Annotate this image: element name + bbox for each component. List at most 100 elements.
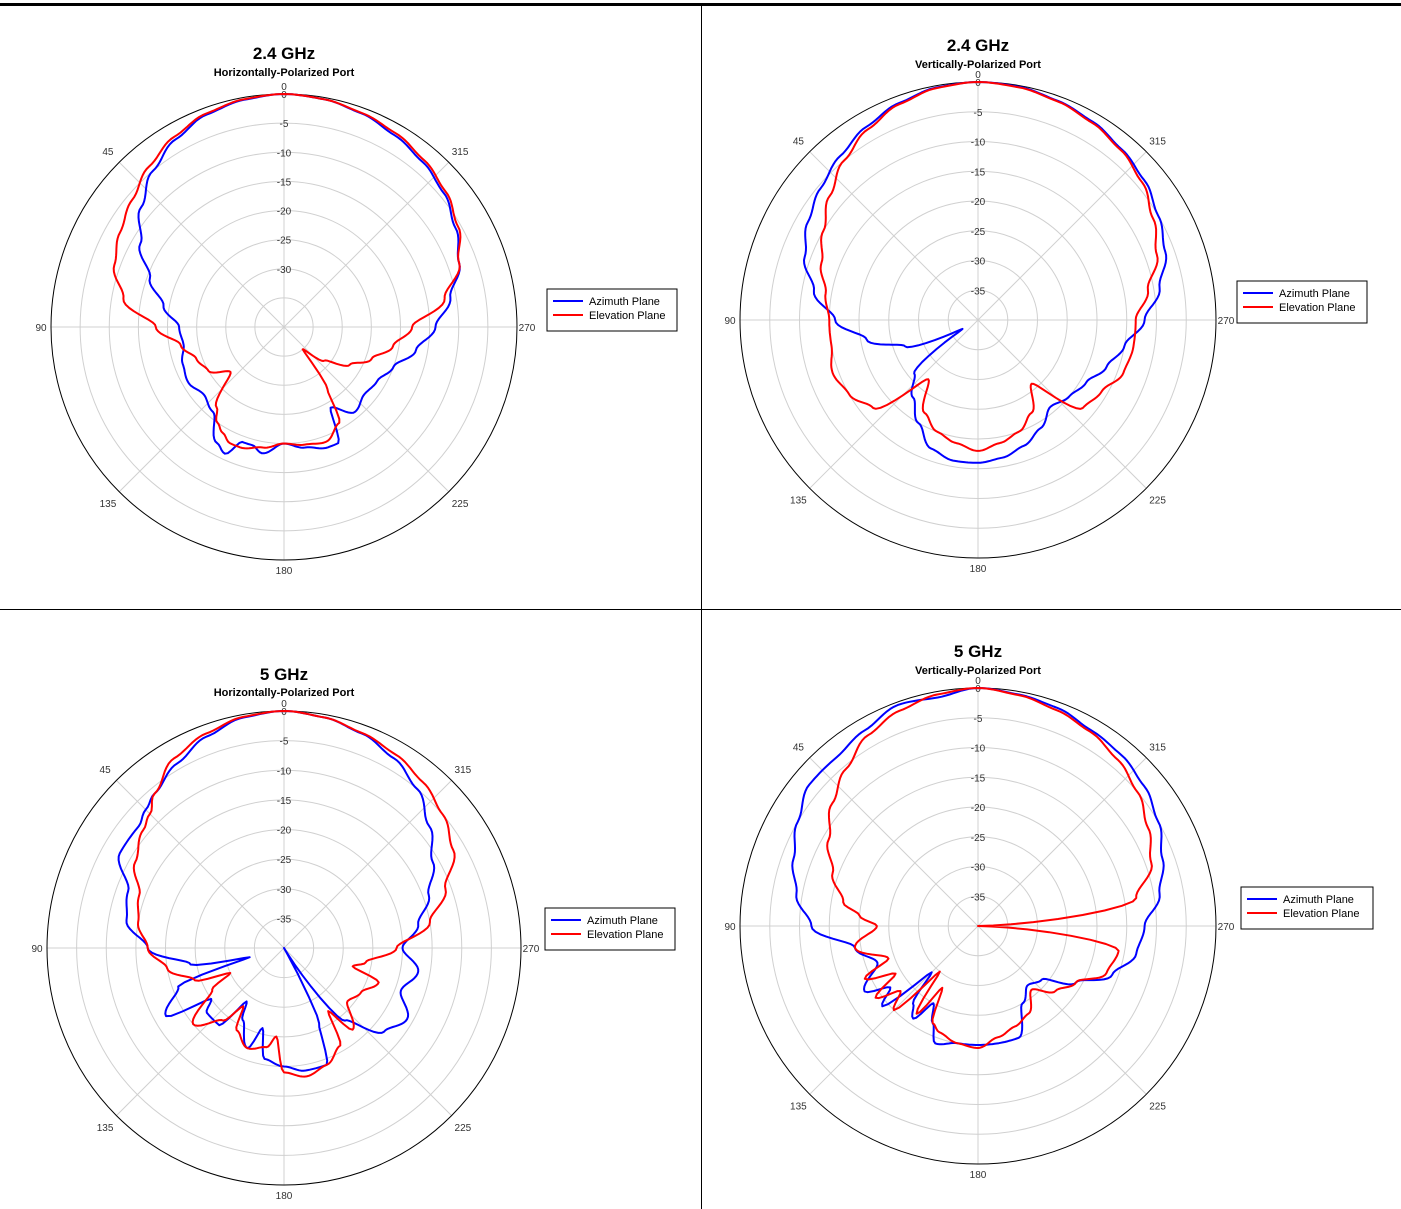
radial-tick-label: -30	[277, 265, 292, 276]
radial-tick-label: 0	[975, 684, 981, 695]
angle-label: 0	[975, 676, 981, 687]
chart-subtitle: Vertically-Polarized Port	[915, 59, 1041, 71]
legend: Azimuth Plane Elevation Plane	[1236, 280, 1368, 324]
chart-subtitle: Horizontally-Polarized Port	[214, 67, 355, 79]
legend-label-elevation: Elevation Plane	[1283, 908, 1359, 920]
radial-tick-label: -15	[971, 167, 986, 178]
angle-label: 45	[100, 765, 112, 776]
angle-label: 0	[281, 82, 287, 93]
radial-tick-label: -10	[971, 138, 986, 149]
angle-label: 180	[276, 1191, 293, 1202]
grid-spoke	[283, 947, 452, 1116]
legend: Azimuth Plane Elevation Plane	[544, 907, 676, 951]
radial-tick-label: -5	[974, 714, 983, 725]
grid-spoke	[116, 780, 285, 949]
chart-subtitle: Horizontally-Polarized Port	[214, 687, 355, 699]
polar-chart-2-4ghz-horizontal: 2.4 GHz Horizontally-Polarized Port 0 -5 -10…	[35, 44, 678, 577]
chart-title: 5 GHz	[260, 665, 308, 684]
legend-box	[544, 907, 676, 951]
legend-label-azimuth: Azimuth Plane	[1279, 288, 1350, 300]
radial-tick-label: -15	[277, 796, 292, 807]
angle-label: 315	[1149, 742, 1166, 753]
angle-label: 225	[452, 499, 469, 510]
legend-box	[546, 288, 678, 332]
legend-box	[1240, 886, 1374, 930]
chart-title: 2.4 GHz	[253, 44, 315, 63]
angle-label: 0	[281, 699, 287, 710]
radial-tick-label: -25	[277, 236, 292, 247]
angle-label: 90	[35, 323, 47, 334]
angle-label: 45	[793, 742, 805, 753]
radial-tick-label: -20	[277, 207, 292, 218]
radial-tick-label: -20	[971, 197, 986, 208]
radial-tick-label: -35	[277, 914, 292, 925]
angle-label: 270	[523, 944, 540, 955]
grid-spoke	[283, 161, 450, 328]
radial-tick-label: -20	[971, 803, 986, 814]
grid-spoke	[977, 757, 1147, 927]
radial-tick-label: -25	[971, 227, 986, 238]
legend-label-azimuth: Azimuth Plane	[587, 915, 658, 927]
radial-tick-label: -35	[971, 892, 986, 903]
chart-title: 2.4 GHz	[947, 36, 1009, 55]
grid-spoke	[116, 947, 285, 1116]
angle-label: 0	[975, 70, 981, 81]
angle-label: 225	[455, 1123, 472, 1134]
radial-tick-label: -30	[971, 863, 986, 874]
angle-label: 270	[1218, 922, 1235, 933]
elevation-plane-curve	[132, 710, 456, 1078]
angle-label: 90	[724, 316, 736, 327]
radial-tick-label: 0	[281, 90, 287, 101]
radial-tick-label: -10	[277, 148, 292, 159]
angle-label: 135	[790, 496, 807, 507]
legend: Azimuth Plane Elevation Plane	[546, 288, 678, 332]
chart-subtitle: Vertically-Polarized Port	[915, 665, 1041, 677]
legend-label-elevation: Elevation Plane	[1279, 302, 1355, 314]
angle-label: 225	[1149, 496, 1166, 507]
angle-label: 180	[276, 566, 293, 577]
grid-spoke	[283, 780, 452, 949]
grid-spoke	[977, 925, 1147, 1095]
grid-spoke	[809, 319, 979, 489]
grid-spoke	[809, 757, 979, 927]
radial-tick-label: -35	[971, 286, 986, 297]
grid-spoke	[977, 151, 1147, 321]
radial-tick-label: -5	[280, 737, 289, 748]
grid-spoke	[977, 319, 1147, 489]
angle-label: 45	[793, 136, 805, 147]
elevation-plane-curve	[112, 93, 462, 450]
radial-tick-label: -15	[277, 177, 292, 188]
angle-label: 315	[452, 147, 469, 158]
chart-title: 5 GHz	[954, 642, 1002, 661]
radial-tick-label: -10	[971, 744, 986, 755]
angle-label: 225	[1149, 1102, 1166, 1113]
azimuth-plane-curve	[803, 81, 1168, 464]
angle-label: 180	[970, 1170, 987, 1181]
angle-label: 135	[100, 499, 117, 510]
legend: Azimuth Plane Elevation Plane	[1240, 886, 1374, 930]
grid-spoke	[118, 326, 285, 493]
horizontal-divider	[0, 609, 1401, 610]
angle-label: 90	[31, 944, 43, 955]
radial-tick-label: 0	[975, 78, 981, 89]
angle-label: 315	[455, 765, 472, 776]
legend-label-elevation: Elevation Plane	[589, 310, 665, 322]
radial-tick-label: -10	[277, 766, 292, 777]
angle-label: 180	[970, 564, 987, 575]
radial-tick-label: -15	[971, 773, 986, 784]
radial-tick-label: -20	[277, 826, 292, 837]
elevation-plane-curve	[819, 81, 1159, 452]
radial-tick-label: -30	[971, 257, 986, 268]
radial-tick-label: -5	[974, 108, 983, 119]
legend-label-azimuth: Azimuth Plane	[589, 296, 660, 308]
angle-label: 135	[97, 1123, 114, 1134]
angle-label: 270	[519, 323, 536, 334]
grid-spoke	[809, 151, 979, 321]
angle-label: 135	[790, 1102, 807, 1113]
legend-label-elevation: Elevation Plane	[587, 929, 663, 941]
radial-tick-label: -30	[277, 885, 292, 896]
radial-tick-label: -5	[280, 119, 289, 130]
